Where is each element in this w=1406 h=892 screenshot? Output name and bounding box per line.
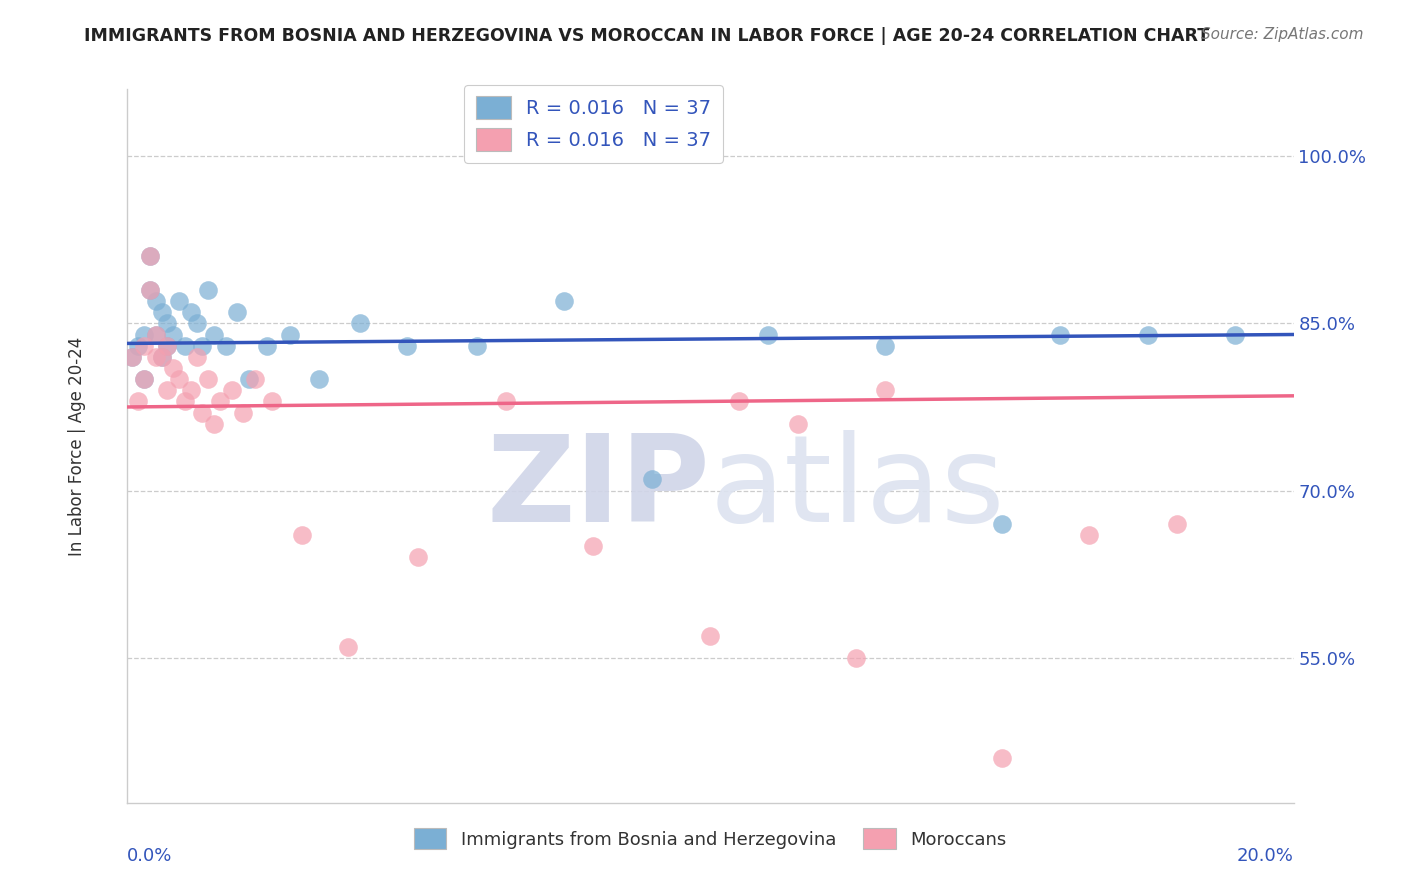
Point — [156, 384, 179, 398]
Point — [256, 339, 278, 353]
Point — [1049, 327, 1071, 342]
Point — [121, 350, 143, 364]
Point — [756, 327, 779, 342]
Point — [150, 350, 173, 364]
Point — [395, 339, 418, 353]
Point — [728, 394, 751, 409]
Point — [145, 327, 167, 342]
Point — [699, 629, 721, 643]
Point — [145, 294, 167, 309]
Point — [191, 339, 214, 353]
Point — [156, 339, 179, 353]
Text: atlas: atlas — [710, 430, 1005, 548]
Point — [1166, 516, 1188, 531]
Point — [139, 283, 162, 297]
Point — [132, 327, 155, 342]
Point — [174, 339, 197, 353]
Point — [308, 372, 330, 386]
Point — [465, 339, 488, 353]
Point — [139, 249, 162, 264]
Point — [221, 384, 243, 398]
Point — [1078, 528, 1101, 542]
Point — [232, 405, 254, 419]
Point — [208, 394, 231, 409]
Point — [197, 283, 219, 297]
Point — [215, 339, 238, 353]
Point — [845, 651, 868, 665]
Point — [226, 305, 249, 319]
Point — [156, 317, 179, 331]
Point — [875, 384, 897, 398]
Point — [238, 372, 260, 386]
Text: ZIP: ZIP — [486, 430, 710, 548]
Point — [162, 360, 184, 375]
Point — [202, 327, 225, 342]
Point — [640, 473, 664, 487]
Point — [127, 339, 149, 353]
Point — [139, 283, 162, 297]
Text: IMMIGRANTS FROM BOSNIA AND HERZEGOVINA VS MOROCCAN IN LABOR FORCE | AGE 20-24 CO: IMMIGRANTS FROM BOSNIA AND HERZEGOVINA V… — [84, 27, 1209, 45]
Point — [145, 350, 167, 364]
Point — [167, 372, 190, 386]
Point — [167, 294, 190, 309]
Point — [145, 327, 167, 342]
Point — [121, 350, 143, 364]
Point — [186, 317, 208, 331]
Point — [495, 394, 517, 409]
Point — [139, 249, 162, 264]
Point — [278, 327, 301, 342]
Point — [408, 550, 430, 565]
Point — [290, 528, 312, 542]
Point — [156, 339, 179, 353]
Point — [132, 372, 155, 386]
Point — [186, 350, 208, 364]
Point — [553, 294, 575, 309]
Point — [127, 394, 149, 409]
Point — [180, 384, 202, 398]
Point — [202, 417, 225, 431]
Text: In Labor Force | Age 20-24: In Labor Force | Age 20-24 — [69, 336, 86, 556]
Point — [786, 417, 808, 431]
Point — [132, 339, 155, 353]
Point — [150, 305, 173, 319]
Point — [1136, 327, 1159, 342]
Point — [582, 539, 605, 553]
Legend: Immigrants from Bosnia and Herzegovina, Moroccans: Immigrants from Bosnia and Herzegovina, … — [405, 819, 1015, 858]
Point — [197, 372, 219, 386]
Point — [243, 372, 266, 386]
Point — [990, 751, 1012, 765]
Text: Source: ZipAtlas.com: Source: ZipAtlas.com — [1201, 27, 1364, 42]
Point — [132, 372, 155, 386]
Point — [990, 516, 1012, 531]
Point — [191, 405, 214, 419]
Point — [180, 305, 202, 319]
Point — [1223, 327, 1246, 342]
Point — [875, 339, 897, 353]
Point — [337, 640, 360, 654]
Text: 0.0%: 0.0% — [127, 847, 172, 865]
Point — [349, 317, 371, 331]
Point — [150, 350, 173, 364]
Point — [262, 394, 284, 409]
Point — [174, 394, 197, 409]
Point — [162, 327, 184, 342]
Text: 20.0%: 20.0% — [1237, 847, 1294, 865]
